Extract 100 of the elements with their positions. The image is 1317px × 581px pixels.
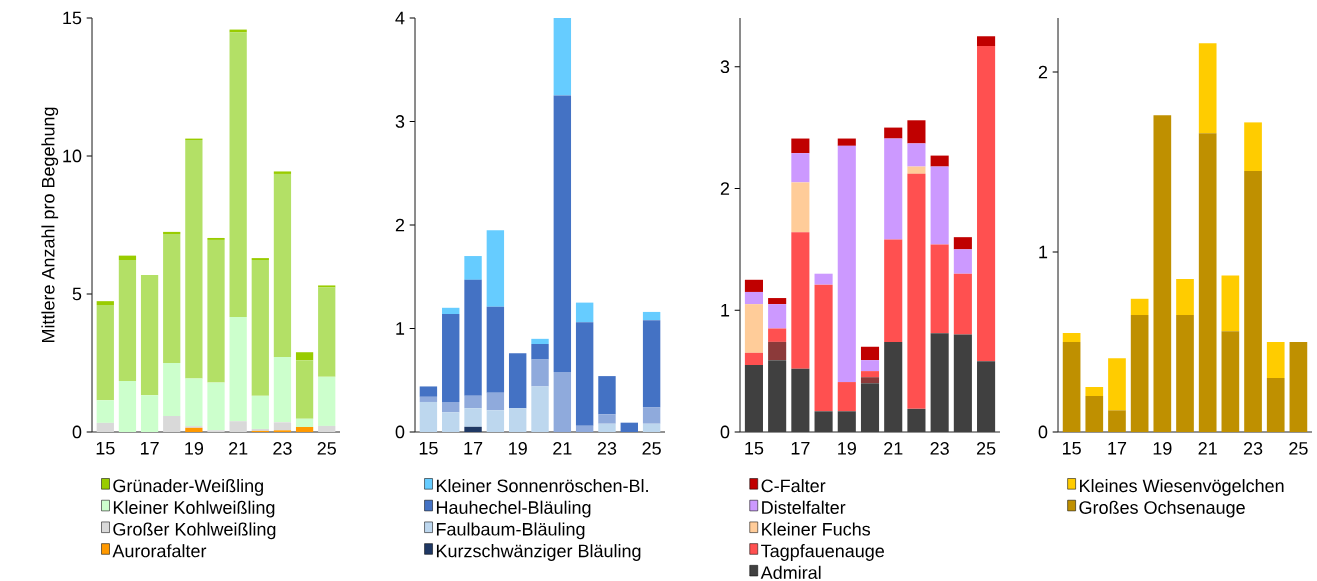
bar [1266, 341, 1285, 378]
x-tick-label: 23 [273, 442, 292, 455]
x-tick-label: 19 [1153, 442, 1172, 455]
bar [508, 408, 527, 432]
legend-label: Kleines Wiesenvögelchen [1080, 478, 1284, 496]
bar [486, 230, 505, 307]
legend-label: Kleiner Fuchs [762, 522, 871, 536]
x-tick-label: 15 [96, 442, 115, 455]
bar [575, 322, 594, 426]
bar [791, 138, 810, 154]
bar [1108, 410, 1126, 432]
y-tick-label: 5 [72, 287, 82, 301]
bar [907, 143, 926, 167]
bar [531, 344, 549, 360]
bar [185, 427, 203, 432]
bar [598, 376, 616, 415]
bar [930, 155, 949, 167]
bar [163, 234, 181, 363]
y-tick-label: 2 [395, 218, 405, 232]
bar [295, 360, 314, 419]
x-tick-label: 21 [229, 442, 248, 455]
bar [1198, 43, 1217, 134]
bar [860, 360, 880, 372]
x-tick-label: 19 [838, 442, 856, 455]
bar [185, 139, 203, 379]
x-tick-label: 25 [317, 442, 336, 455]
bar [860, 371, 880, 378]
bar [273, 173, 292, 357]
legend-label: Admiral [760, 565, 821, 580]
bar [486, 410, 505, 432]
x-tick-label: 21 [553, 442, 572, 455]
bar [1244, 170, 1262, 432]
bar [953, 237, 972, 250]
bar [884, 127, 903, 139]
bar [977, 36, 996, 46]
bar [531, 338, 549, 345]
bar [553, 371, 572, 432]
legend-label: Hauhechel-Bläuling [436, 500, 591, 518]
bar [930, 333, 949, 432]
y-tick-label: 1 [396, 322, 405, 335]
x-tick-label: 17 [464, 442, 483, 455]
bar [744, 304, 763, 353]
legend-label: Großes Ochsenauge [1079, 500, 1245, 518]
bar [1266, 377, 1285, 432]
bar [1085, 386, 1104, 396]
bar [464, 256, 482, 280]
y-tick-label: 2 [1038, 65, 1048, 79]
bar [642, 311, 661, 321]
bar [318, 287, 336, 377]
bar [598, 423, 616, 432]
x-tick-label: 17 [791, 442, 810, 455]
bar [953, 249, 972, 274]
bar [1130, 298, 1149, 315]
bar [977, 361, 996, 432]
x-tick-label: 19 [185, 442, 204, 455]
bar [837, 382, 856, 412]
bar [977, 46, 996, 362]
legend-label: Aurorafalter [112, 544, 207, 558]
bar [419, 386, 438, 397]
bar [860, 346, 880, 361]
bar [1244, 122, 1262, 171]
legend-label: Grünader-Weißling [113, 478, 263, 496]
x-tick-label: 19 [509, 442, 527, 455]
bar [531, 386, 549, 432]
bar [744, 291, 763, 305]
legend-label: Faulbaum-Bläuling [436, 522, 585, 540]
x-tick-label: 17 [140, 442, 159, 455]
legend-label: Kleiner Kohlweißling [113, 500, 275, 518]
bar [229, 316, 247, 422]
bar [295, 427, 314, 432]
bar [1198, 133, 1217, 432]
bar [464, 279, 482, 396]
bar [768, 304, 787, 329]
bar [207, 382, 225, 431]
bar [930, 244, 949, 334]
bar [1130, 314, 1149, 432]
bar [229, 32, 247, 317]
bar [930, 166, 949, 245]
bar [575, 302, 594, 323]
bar [229, 421, 247, 432]
y-tick-label: 4 [395, 11, 405, 25]
bar [768, 328, 787, 342]
bar [318, 425, 336, 432]
bar [1085, 395, 1104, 432]
x-tick-label: 23 [930, 442, 949, 455]
x-tick-label: 15 [419, 442, 438, 455]
bar [140, 395, 159, 432]
legend-label: Kurzschwänziger Bläuling [436, 544, 641, 561]
bar [744, 279, 763, 292]
bar [620, 422, 638, 432]
bar [140, 274, 159, 396]
bar [295, 352, 314, 361]
bar [96, 400, 114, 423]
bar [207, 239, 225, 383]
bar [1062, 341, 1081, 432]
bar [1176, 314, 1194, 432]
bar [163, 362, 181, 416]
bar [791, 182, 810, 233]
x-tick-label: 23 [597, 442, 617, 455]
bar [442, 307, 460, 314]
